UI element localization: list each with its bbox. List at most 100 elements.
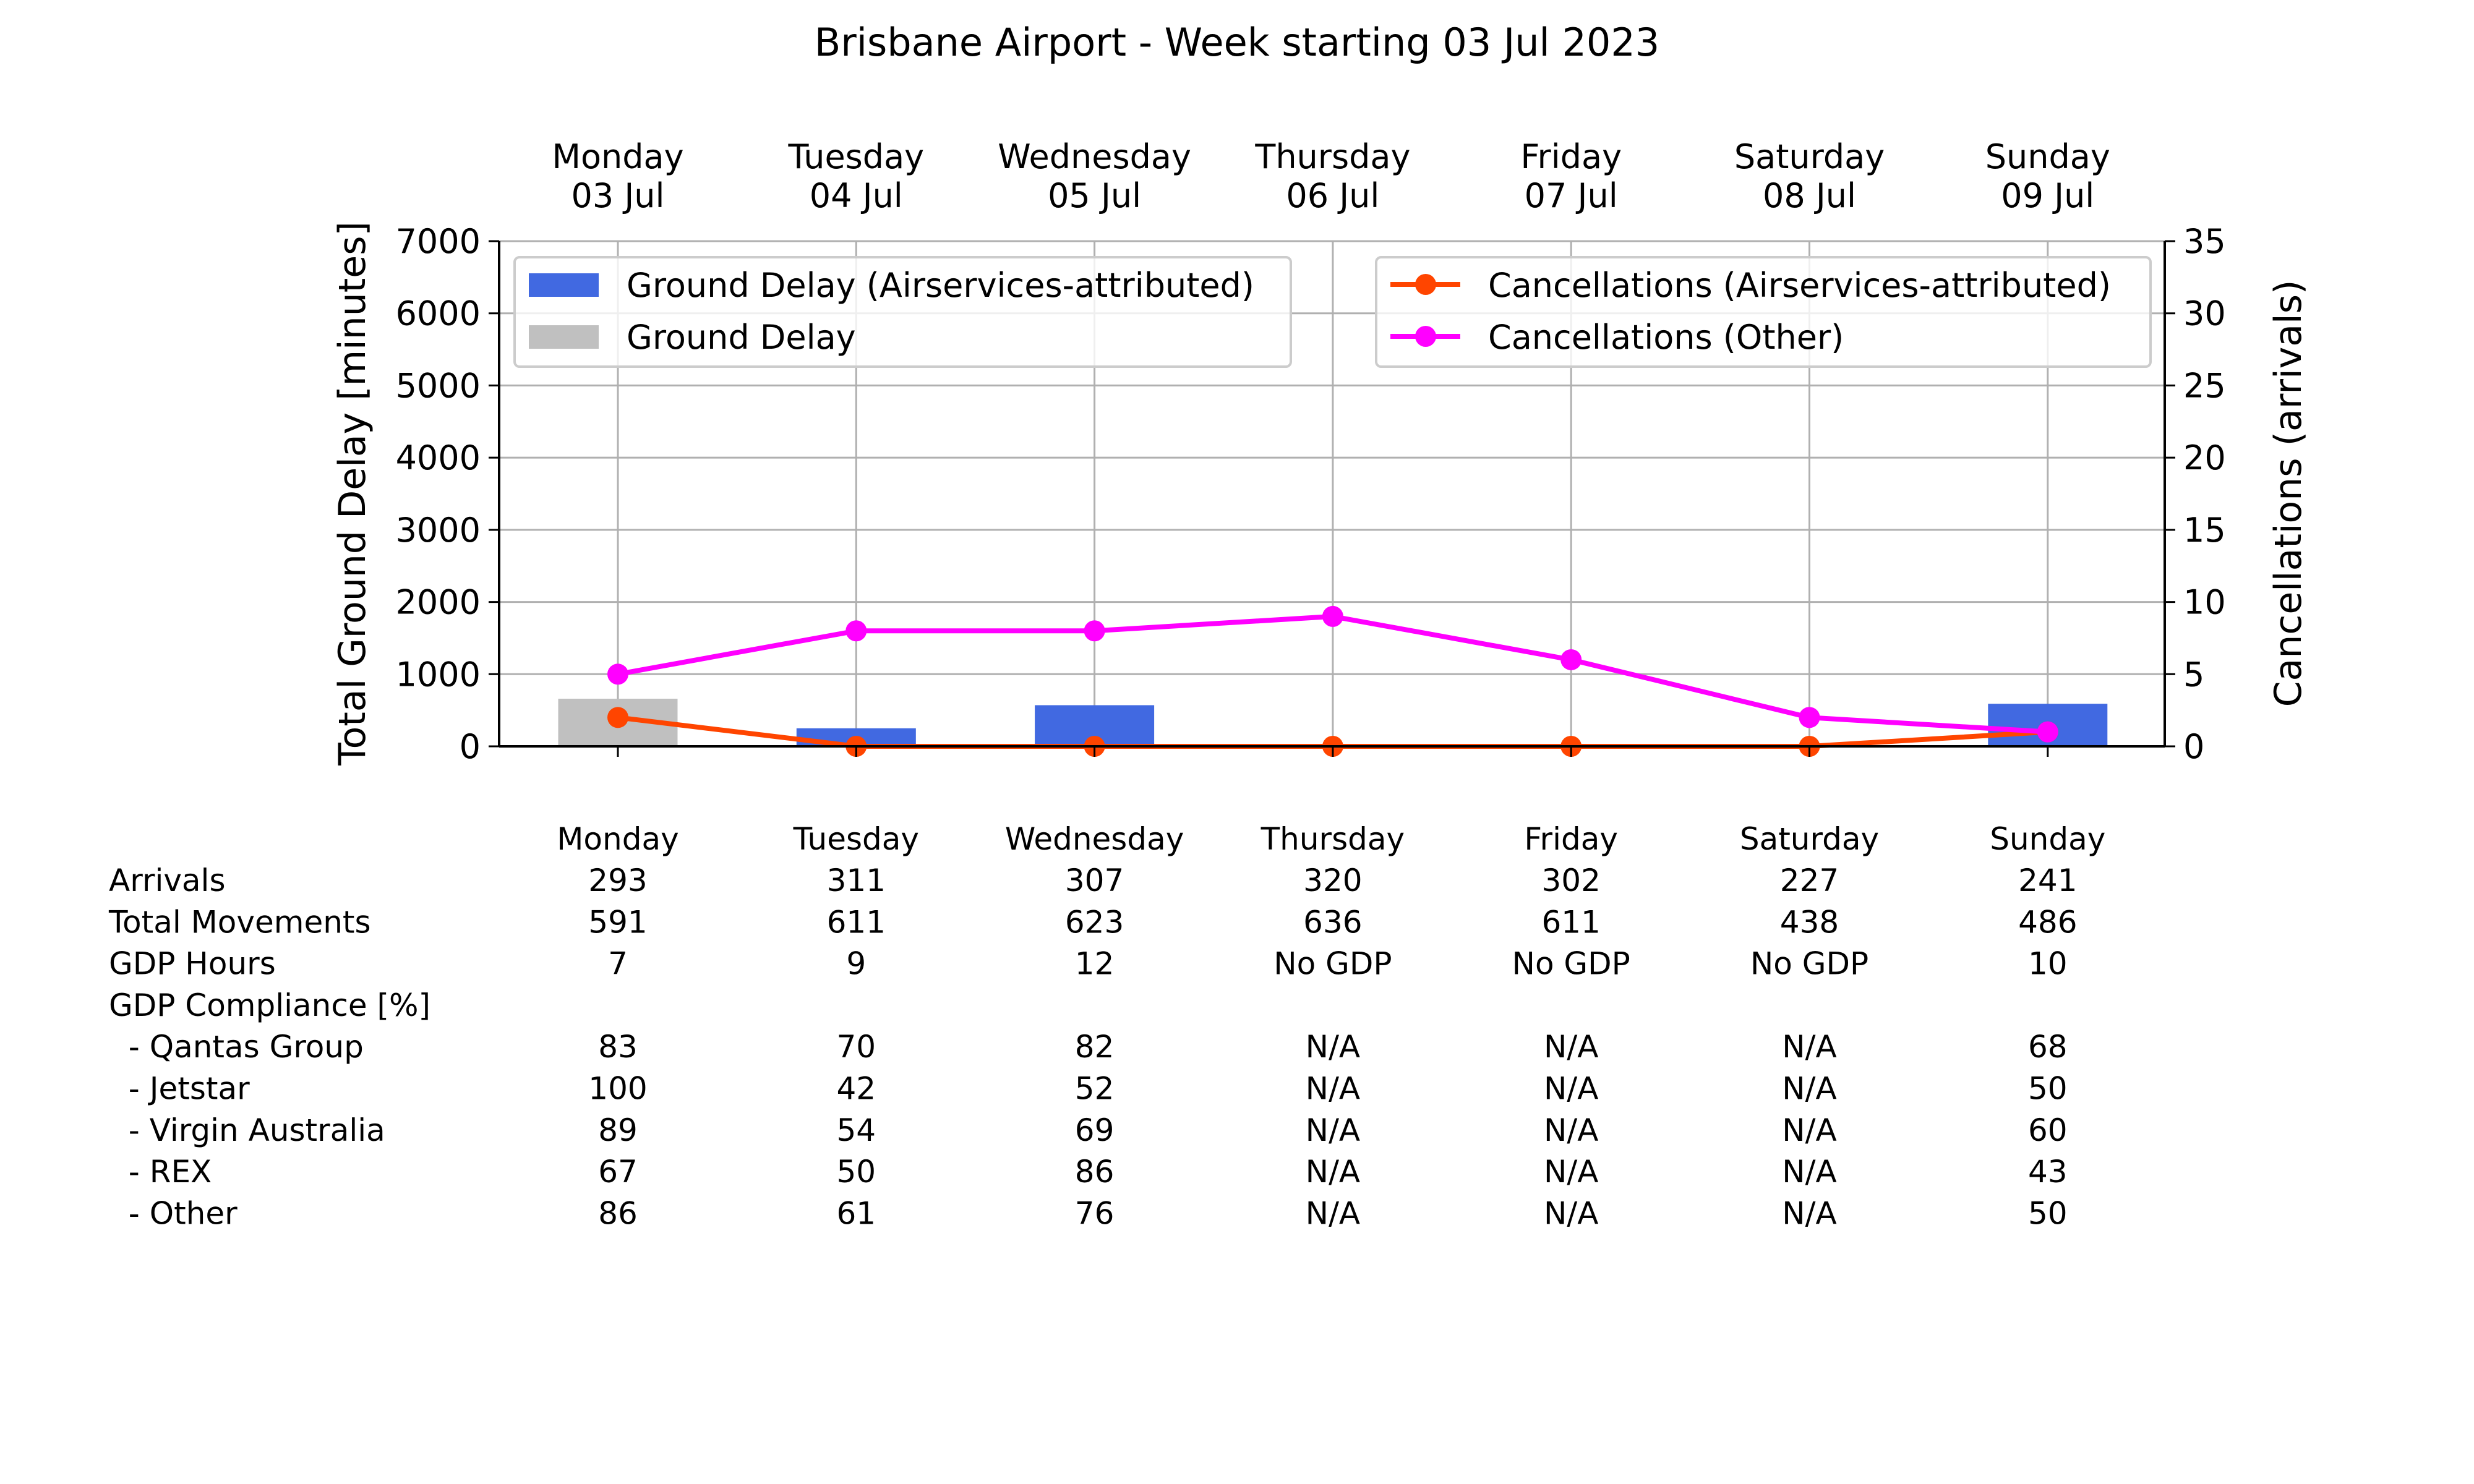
legend-line-marker [1415,274,1436,295]
y-tick-label-left: 0 [460,727,481,766]
table-row-label: - Virgin Australia [109,1112,385,1148]
table-cell: 307 [1065,863,1124,898]
table-row-label: GDP Hours [109,946,276,982]
legend-line-label: Cancellations (Airservices-attributed) [1488,266,2111,305]
table-cell: N/A [1544,1195,1598,1231]
table-row-label: - Qantas Group [109,1029,364,1065]
table-cell: 67 [598,1154,638,1190]
table-cell: N/A [1782,1112,1836,1148]
legend-bar-label: Ground Delay [627,318,856,357]
table-cell: 636 [1303,904,1362,940]
table-cell: N/A [1306,1071,1360,1107]
axes: 0 1000 2000 3000 4000 5000 6000 7000 0 5 10 15 20 25 3… [396,137,2226,766]
series-point [607,707,628,728]
table-cell: 86 [1075,1154,1115,1190]
summary-table: Monday Tuesday Wednesday Thursday Friday Satu… [108,821,2105,1231]
category-date-label: 09 Jul [2001,176,2094,215]
table-column-header: Tuesday [793,821,919,857]
table-column-header: Monday [557,821,678,857]
legend-right-box [1375,256,2152,368]
table-cell: 60 [2028,1112,2068,1148]
legend-line-marker [1415,326,1436,347]
table-cell: 52 [1075,1071,1115,1107]
table-cell: 89 [598,1112,638,1148]
table-cell: 293 [588,863,647,898]
category-day-label: Sunday [1985,137,2110,176]
category-date-label: 07 Jul [1525,176,1618,215]
table-cell: 10 [2028,946,2068,982]
category-day-label: Saturday [1734,137,1885,176]
table-row-label: - Jetstar [109,1071,250,1107]
table-cell: 311 [827,863,886,898]
y-tick-label-left: 7000 [396,222,481,261]
table-cell: 591 [588,904,647,940]
legend-bar-label: Ground Delay (Airservices-attributed) [627,266,1254,305]
table-cell: 76 [1075,1195,1115,1231]
table-cell: N/A [1782,1195,1836,1231]
table-row-label: GDP Compliance [%] [109,987,430,1023]
table-cell: N/A [1544,1154,1598,1190]
table-cell: N/A [1306,1195,1360,1231]
y-tick-label-left: 1000 [396,655,481,694]
table-cell: N/A [1544,1071,1598,1107]
table-cell: 82 [1075,1029,1115,1065]
table-row-label: - Other [109,1195,238,1231]
y-tick-label-right: 5 [2183,655,2204,694]
legend-bar-swatch [529,273,599,297]
table-cell: 611 [1541,904,1600,940]
category-date-label: 06 Jul [1286,176,1379,215]
y-tick-label-right: 15 [2183,511,2226,550]
category-day-label: Wednesday [998,137,1191,176]
y-axis-left-label: Total Ground Delay [minutes] [331,221,374,766]
table-cell: 86 [598,1195,638,1231]
table-cell: 50 [836,1154,876,1190]
y-tick-label-left: 2000 [396,583,481,622]
table-cell: 54 [836,1112,876,1148]
table-cell: 100 [588,1071,647,1107]
table-cell: 227 [1780,863,1839,898]
table-column-header: Sunday [1990,821,2105,857]
legends: Ground Delay (Airservices-attributed) Gro… [513,256,2152,368]
category-date-label: 05 Jul [1048,176,1141,215]
table-cell: N/A [1782,1071,1836,1107]
table-row-label: Arrivals [109,863,226,898]
category-day-label: Friday [1520,137,1622,176]
table-cell: 486 [2018,904,2077,940]
chart-title: Brisbane Airport - Week starting 03 Jul … [815,20,1660,65]
y-tick-label-right: 10 [2183,583,2226,622]
table-cell: 69 [1075,1112,1115,1148]
table-cell: 83 [598,1029,638,1065]
y-tick-label-right: 25 [2183,366,2226,405]
table-cell: N/A [1782,1154,1836,1190]
table-cell: 320 [1303,863,1362,898]
table-cell: N/A [1306,1154,1360,1190]
category-day-label: Tuesday [787,137,924,176]
y-axis-right-label: Cancellations (arrivals) [2267,280,2310,707]
table-column-header: Friday [1524,821,1618,857]
table-cell: N/A [1544,1112,1598,1148]
y-tick-label-left: 3000 [396,511,481,550]
table-cell: 43 [2028,1154,2068,1190]
series-point [1084,620,1105,642]
table-cell: 42 [836,1071,876,1107]
table-cell: 61 [836,1195,876,1231]
category-day-label: Monday [552,137,683,176]
y-tick-label-left: 5000 [396,366,481,405]
y-tick-label-right: 0 [2183,727,2204,766]
table-cell: 302 [1541,863,1600,898]
table-cell: 50 [2028,1195,2068,1231]
table-cell: No GDP [1750,946,1868,982]
table-column-header: Thursday [1261,821,1405,857]
category-date-label: 03 Jul [571,176,664,215]
y-tick-label-left: 6000 [396,294,481,333]
series-point [1322,605,1343,627]
table-cell: 9 [846,946,866,982]
category-date-label: 04 Jul [810,176,903,215]
table-column-header: Saturday [1740,821,1879,857]
table-cell: 438 [1780,904,1839,940]
table-cell: N/A [1544,1029,1598,1065]
series-point [1799,707,1820,728]
series-point [845,620,867,642]
table-cell: 7 [608,946,628,982]
